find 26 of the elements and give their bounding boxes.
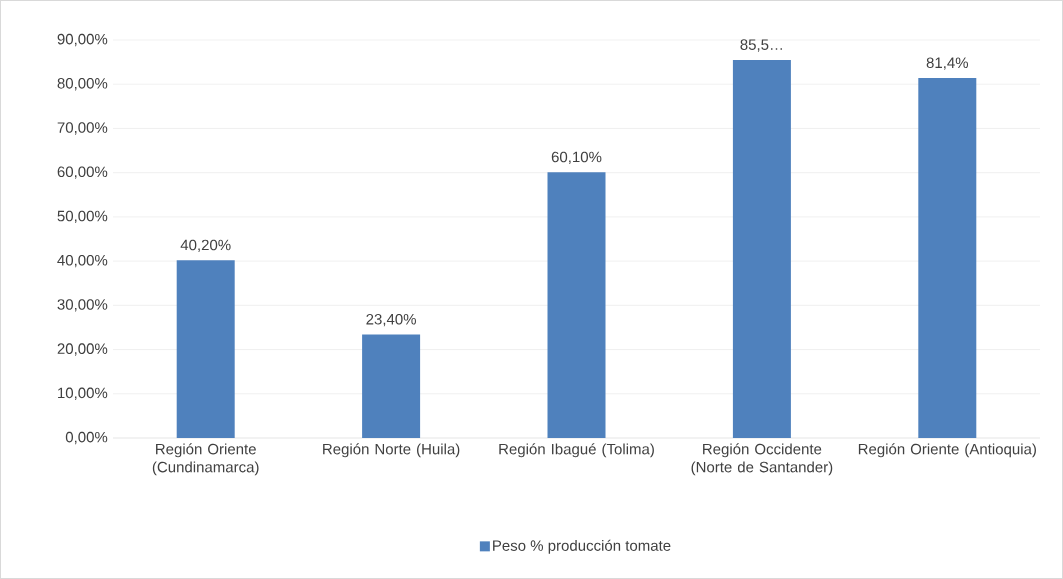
y-tick-label: 40,00%: [57, 254, 108, 268]
y-tick-label: 90,00%: [57, 33, 108, 47]
bar: [362, 334, 421, 438]
y-tick-label: 20,00%: [57, 343, 108, 356]
data-label: 23,40%: [366, 313, 416, 327]
x-tick-label: Región Oriente (Antioquia): [858, 443, 1036, 458]
bar: [547, 172, 606, 438]
bar: [918, 78, 977, 438]
y-tick-label: 10,00%: [58, 387, 108, 400]
bar: [176, 260, 235, 438]
y-tick-label: 70,00%: [57, 122, 108, 135]
y-tick-label: 60,00%: [57, 166, 108, 179]
x-tick-label: Región Occidente (Norte de Santander): [691, 443, 833, 476]
data-label: 85,5…: [740, 39, 782, 52]
x-tick-label: Región Oriente (Cundinamarca): [152, 443, 259, 476]
y-tick-label: 80,00%: [57, 78, 108, 91]
data-label: 40,20%: [180, 239, 231, 253]
bar: [732, 59, 791, 438]
y-tick-label: 50,00%: [57, 210, 108, 224]
x-tick-label: Región Ibagué (Tolima): [499, 443, 654, 458]
data-label: 60,10%: [551, 151, 602, 165]
y-tick-label: 0,00%: [65, 431, 108, 445]
legend-label: Peso % producción tomate: [493, 539, 671, 554]
x-tick-label: Región Norte (Huila): [323, 443, 460, 458]
data-label: 81,4%: [926, 57, 969, 70]
y-tick-label: 30,00%: [57, 299, 108, 312]
